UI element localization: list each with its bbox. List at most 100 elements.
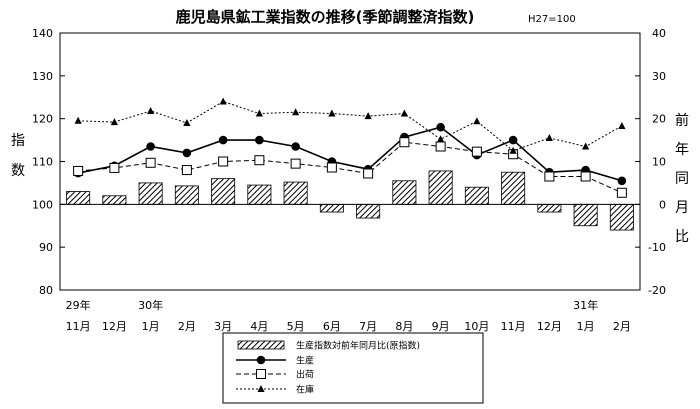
series-point	[435, 141, 446, 152]
left-tick-label: 120	[32, 113, 53, 126]
series-line-dashed	[78, 141, 623, 194]
y-axis-title-right: 前	[675, 112, 689, 129]
x-tick-label: 10月	[464, 320, 489, 333]
series-point	[508, 135, 518, 145]
series-point	[218, 156, 229, 167]
x-tick-label: 2月	[613, 320, 631, 333]
bar-yoy	[537, 203, 562, 213]
legend-label: 生産	[296, 355, 314, 367]
legend-swatch-marker	[256, 369, 266, 379]
x-tick-label: 11月	[66, 320, 91, 333]
bar-yoy	[211, 178, 236, 205]
left-tick-label: 110	[32, 156, 53, 169]
series-point	[255, 109, 263, 117]
series-point	[183, 118, 191, 126]
x-tick-label: 12月	[102, 320, 127, 333]
left-tick-label: 90	[39, 241, 53, 254]
series-point	[471, 146, 482, 157]
series-point	[219, 97, 227, 105]
left-tick-label: 130	[32, 70, 53, 83]
right-tick-label: 20	[652, 113, 666, 126]
series-point	[292, 108, 300, 116]
y-axis-title-right: 年	[675, 142, 689, 158]
series-point	[146, 142, 155, 151]
series-point	[582, 142, 590, 150]
bars-layer	[66, 170, 634, 231]
left-tick-label: 100	[32, 198, 53, 211]
series-point	[182, 148, 192, 158]
bar-yoy	[319, 203, 344, 213]
right-tick-label: 0	[659, 198, 666, 211]
x-tick-label: 1月	[142, 320, 160, 333]
series-point	[399, 137, 410, 148]
left-tick-label: 80	[39, 284, 53, 297]
series-point	[255, 135, 264, 145]
series-point	[616, 187, 627, 198]
x-tick-label: 8月	[395, 320, 413, 333]
lines-layer	[73, 97, 627, 198]
series-point	[291, 142, 300, 151]
series-point	[147, 106, 155, 114]
legend-swatch-marker	[256, 355, 266, 365]
chart-title-note: H27=100	[528, 14, 576, 25]
legend-label: 在庫	[296, 384, 314, 396]
series-point	[181, 165, 192, 176]
series-line-dotted	[78, 100, 623, 152]
x-tick-label: 1月	[577, 320, 595, 333]
legend-label: 出荷	[296, 369, 314, 381]
right-tick-label: -20	[648, 284, 666, 297]
y-axis-title-right: 月	[675, 200, 689, 216]
bar-yoy	[174, 185, 199, 205]
bar-yoy	[464, 186, 489, 205]
series-point	[509, 146, 517, 154]
series-point	[400, 109, 408, 117]
series-point	[437, 135, 445, 143]
right-tick-label: 30	[652, 70, 666, 83]
right-tick-label: 40	[652, 27, 666, 40]
series-line-solid	[77, 126, 623, 182]
series-point	[545, 133, 553, 141]
x-tick-label: 2月	[178, 320, 196, 333]
chart-title: 鹿児島県鉱工業指数の推移(季節調整済指数)	[176, 8, 475, 26]
bar-yoy	[247, 184, 272, 205]
bar-yoy	[102, 195, 127, 205]
series-point	[74, 116, 82, 124]
year-label: 30年	[138, 298, 163, 312]
series-point	[363, 168, 374, 179]
x-tick-label: 11月	[501, 320, 526, 333]
legend-label: 生産指数対前年同月比(原指数)	[296, 340, 420, 352]
y-axis-title-left: 数	[11, 163, 25, 179]
axes-layer	[60, 32, 640, 291]
bar-yoy	[501, 171, 526, 205]
series-point	[617, 176, 627, 186]
legend-swatch-bar	[237, 340, 285, 350]
series-point	[109, 162, 120, 173]
series-point	[110, 118, 118, 126]
bar-yoy	[428, 170, 453, 205]
bar-yoy	[392, 180, 417, 205]
bar-yoy	[573, 203, 598, 227]
series-point	[145, 157, 156, 168]
labels-layer: 80 90 100 110 120 130 140 -20 -10 0 10 20 30 40 11月 12月…	[11, 27, 689, 333]
series-point	[328, 109, 336, 117]
series-point	[364, 112, 372, 120]
right-tick-label: -10	[648, 241, 666, 254]
bar-yoy	[138, 182, 163, 205]
right-tick-label: 10	[652, 156, 666, 169]
series-point	[473, 117, 481, 125]
bar-yoy	[609, 203, 634, 231]
legend-swatch-marker	[257, 385, 265, 392]
series-point	[436, 122, 445, 132]
year-label: 29年	[66, 298, 91, 312]
x-tick-label: 4月	[250, 320, 268, 333]
bar-yoy	[356, 203, 381, 219]
x-tick-label: 12月	[537, 320, 562, 333]
y-axis-title-right: 比	[675, 229, 689, 245]
x-tick-label: 3月	[214, 320, 232, 333]
x-tick-label: 9月	[432, 320, 450, 333]
x-tick-label: 7月	[359, 320, 377, 333]
series-point	[73, 165, 84, 176]
